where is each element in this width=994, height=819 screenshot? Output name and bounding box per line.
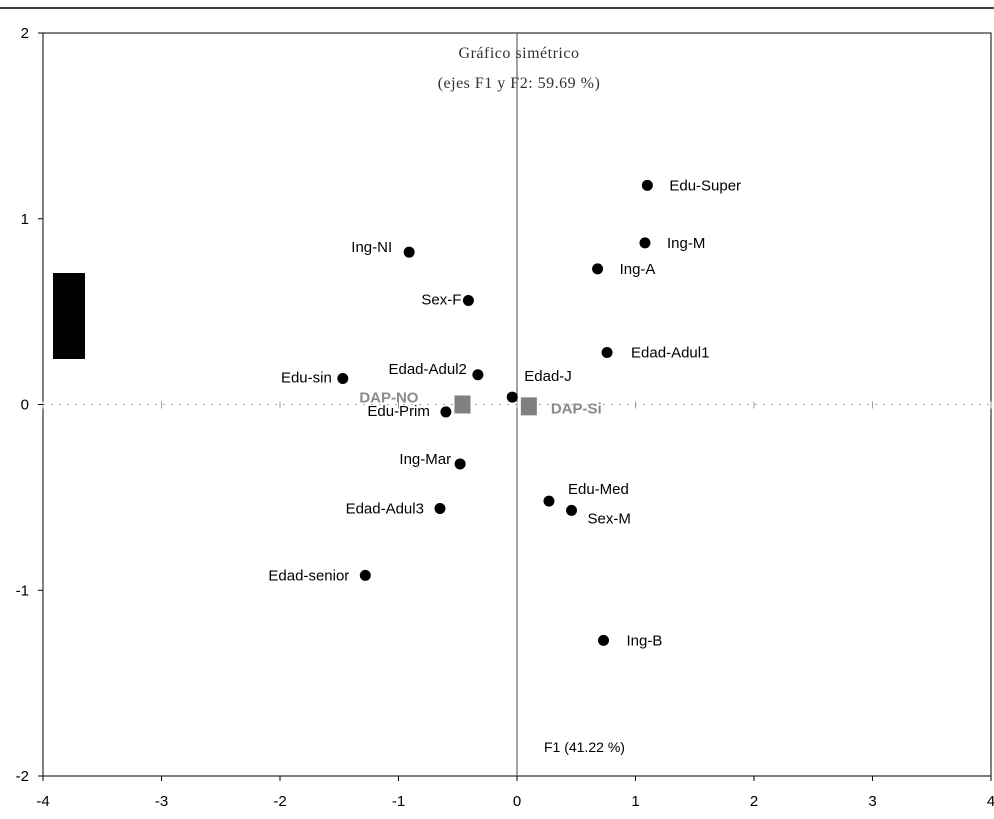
points-layer: Edu-Super Ing-M Ing-A Ing-NI Sex-F Edad-Adul1… <box>268 177 741 649</box>
x-tick-label: -4 <box>36 793 49 810</box>
x-axis-label: F1 (41.22 %) <box>544 739 625 755</box>
point-label-edad-adul1: Edad-Adul1 <box>631 344 709 361</box>
point-label-ing-b: Ing-B <box>627 632 663 649</box>
point-label-edu-super: Edu-Super <box>669 177 741 194</box>
point-dap-si <box>520 397 537 416</box>
point-ing-ni <box>403 246 415 258</box>
point-ing-b <box>598 634 610 646</box>
point-edad-j <box>506 391 518 403</box>
point-label-edad-j: Edad-J <box>524 368 572 385</box>
point-edu-prim <box>440 406 452 418</box>
point-ing-a <box>592 263 604 275</box>
point-label-dap-si: DAP-Si <box>551 400 602 417</box>
point-ing-m <box>639 237 651 249</box>
x-tick-label: 0 <box>513 793 521 810</box>
point-label-edu-med: Edu-Med <box>568 481 629 498</box>
y-tick-label: 0 <box>21 397 29 414</box>
point-label-ing-a: Ing-A <box>620 261 656 278</box>
point-sex-m <box>566 504 578 516</box>
x-tick-label: -2 <box>273 793 286 810</box>
point-dap-no <box>454 395 471 414</box>
point-label-sex-m: Sex-M <box>588 510 631 527</box>
legend-swatch <box>53 273 85 359</box>
chart-title: Gráfico simétrico <box>459 45 580 62</box>
point-edu-super <box>641 179 653 191</box>
point-edad-adul3 <box>434 503 446 515</box>
chart-subtitle: (ejes F1 y F2: 59.69 %) <box>438 75 601 92</box>
y-tick-label: -2 <box>16 768 29 785</box>
ticks-layer: -4 -3 -2 -1 0 1 2 3 4 2 1 0 -1 -2 <box>16 25 994 810</box>
point-edad-adul1 <box>601 346 613 358</box>
point-label-edad-senior: Edad-senior <box>268 567 349 584</box>
point-label-edad-adul2: Edad-Adul2 <box>388 361 466 378</box>
x-tick-label: 4 <box>987 793 994 810</box>
point-sex-f <box>462 294 474 306</box>
y-tick-label: -1 <box>16 582 29 599</box>
point-label-edad-adul3: Edad-Adul3 <box>346 501 424 518</box>
point-edu-med <box>543 495 555 507</box>
point-edad-senior <box>359 569 371 581</box>
x-tick-label: 2 <box>750 793 758 810</box>
x-tick-label: -1 <box>392 793 405 810</box>
point-label-edu-prim: Edu-Prim <box>367 403 430 420</box>
x-tick-label: -3 <box>155 793 168 810</box>
point-edu-sin <box>337 372 349 384</box>
point-label-ing-m: Ing-M <box>667 235 705 252</box>
y-tick-label: 2 <box>21 25 29 42</box>
point-label-sex-f: Sex-F <box>421 291 461 308</box>
point-label-ing-ni: Ing-NI <box>351 239 392 256</box>
y-tick-label: 1 <box>21 211 29 228</box>
point-label-edu-sin: Edu-sin <box>281 369 332 386</box>
x-tick-label: 1 <box>631 793 639 810</box>
point-edad-adul2 <box>472 369 484 381</box>
x-tick-label: 3 <box>868 793 876 810</box>
point-label-ing-mar: Ing-Mar <box>399 451 451 468</box>
point-label-dap-no: DAP-NO <box>359 390 418 407</box>
point-ing-mar <box>454 458 466 470</box>
